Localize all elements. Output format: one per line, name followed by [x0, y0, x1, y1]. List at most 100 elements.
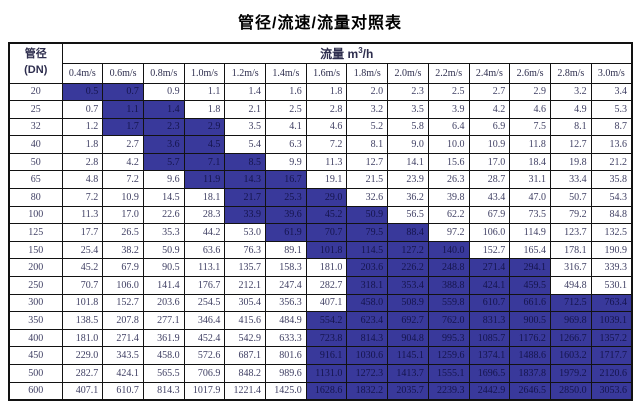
- flow-cell-highlighted: 712.5: [549, 293, 592, 313]
- flow-cell-highlighted: 7.1: [183, 152, 226, 172]
- flow-cell: 181.0: [305, 258, 348, 278]
- flow-cell: 31.1: [509, 170, 551, 190]
- flow-cell: 132.5: [590, 223, 633, 242]
- flow-cell-highlighted: 21.7: [224, 188, 267, 207]
- velocity-header: 2.0m/s: [387, 62, 429, 84]
- flow-cell: 5.2: [346, 117, 389, 137]
- flow-cell-highlighted: 458.0: [346, 293, 389, 313]
- flow-cell-highlighted: 559.8: [427, 293, 470, 313]
- flow-cell-highlighted: 8.5: [224, 152, 267, 172]
- flow-cell-highlighted: 1628.6: [305, 381, 348, 401]
- velocity-header: 0.8m/s: [142, 62, 185, 84]
- flow-cell: 45.2: [61, 258, 104, 278]
- flow-cell: 8.7: [590, 117, 633, 137]
- flow-cell: 13.6: [590, 135, 633, 154]
- flow-cell: 361.9: [142, 328, 185, 348]
- flow-cell: 67.9: [468, 205, 511, 225]
- flow-cell: 452.4: [183, 328, 226, 348]
- flow-cell: 407.1: [305, 293, 348, 313]
- flow-cell-highlighted: 610.7: [468, 293, 511, 313]
- flow-cell: 572.6: [183, 346, 226, 365]
- flow-cell: 47.0: [509, 188, 551, 207]
- flow-cell: 2.5: [427, 82, 470, 102]
- flow-cell: 70.7: [61, 276, 104, 295]
- flow-cell-highlighted: 70.7: [305, 223, 348, 242]
- flow-cell-highlighted: 101.8: [305, 240, 348, 260]
- flow-cell: 67.9: [102, 258, 144, 278]
- flow-cell: 15.6: [427, 152, 470, 172]
- velocity-header: 1.8m/s: [346, 62, 389, 84]
- flow-rate-header-text: 流量 m: [320, 46, 359, 61]
- flow-cell: 1425.0: [265, 381, 307, 401]
- flow-cell: 4.9: [549, 100, 592, 119]
- flow-cell: 5.8: [387, 117, 429, 137]
- flow-table: 管径 (DN) 流量 m3/h 0.4m/s 0.6m/s 0.8m/s 1.0m/s…: [8, 42, 633, 401]
- flow-cell: 212.1: [224, 276, 267, 295]
- flow-cell: 2.7: [102, 135, 144, 154]
- flow-cell: 10.0: [427, 135, 470, 154]
- flow-rate-header-suffix: /h: [362, 46, 374, 61]
- table-row: 200 45.2 67.9 90.5 113.1 135.7 158.3 181.0 203.6…: [8, 258, 633, 278]
- table-row: 20 0.5 0.7 0.9 1.1 1.4 1.6 1.8 2.0 2.3 2.5 2.7 2.9 3.…: [8, 82, 633, 102]
- table-row: 300 101.8 152.7 203.6 254.5 305.4 356.3 407.1 45…: [8, 293, 633, 313]
- flow-cell: 8.1: [346, 135, 389, 154]
- table-body: 20 0.5 0.7 0.9 1.1 1.4 1.6 1.8 2.0 2.3 2.5 2.7 2.9 3.…: [8, 82, 633, 401]
- flow-cell: 152.7: [102, 293, 144, 313]
- flow-cell: 4.8: [61, 170, 104, 190]
- flow-cell: 113.1: [183, 258, 226, 278]
- flow-cell: 542.9: [224, 328, 267, 348]
- flow-cell: 190.9: [590, 240, 633, 260]
- flow-cell: 687.1: [224, 346, 267, 365]
- flow-cell-highlighted: 79.5: [346, 223, 389, 242]
- flow-cell: 1017.9: [183, 381, 226, 401]
- flow-cell-highlighted: 1.7: [102, 117, 144, 137]
- flow-cell-highlighted: 5.7: [142, 152, 185, 172]
- flow-cell: 2.9: [509, 82, 551, 102]
- flow-cell: 97.2: [427, 223, 470, 242]
- flow-cell: 106.0: [102, 276, 144, 295]
- flow-cell: 2.1: [224, 100, 267, 119]
- flow-cell: 63.6: [183, 240, 226, 260]
- velocity-header-row: 0.4m/s 0.6m/s 0.8m/s 1.0m/s 1.2m/s 1.4m/s 1.6m…: [9, 62, 633, 84]
- velocity-header: 2.2m/s: [427, 62, 470, 84]
- flow-cell: 35.3: [142, 223, 185, 242]
- flow-cell-highlighted: 995.3: [427, 328, 470, 348]
- flow-cell-highlighted: 248.8: [427, 258, 470, 278]
- flow-cell: 3.5: [387, 100, 429, 119]
- flow-cell: 5.4: [224, 135, 267, 154]
- table-row: 600 407.1 610.7 814.3 1017.9 1221.4 1425.0 1628…: [8, 381, 633, 401]
- flow-cell: 7.5: [509, 117, 551, 137]
- flow-cell: 4.2: [468, 100, 511, 119]
- flow-cell: 53.0: [224, 223, 267, 242]
- flow-cell: 271.4: [102, 328, 144, 348]
- velocity-header: 2.8m/s: [549, 62, 592, 84]
- flow-cell: 1.4: [224, 82, 267, 102]
- flow-cell-highlighted: 1272.3: [346, 364, 389, 383]
- flow-cell: 848.2: [224, 364, 267, 383]
- flow-cell: 3.2: [549, 82, 592, 102]
- flow-cell-highlighted: 661.6: [509, 293, 551, 313]
- flow-cell-highlighted: 916.1: [305, 346, 348, 365]
- flow-cell: 165.4: [509, 240, 551, 260]
- dn-cell: 300: [8, 293, 63, 313]
- velocity-header: 1.6m/s: [305, 62, 348, 84]
- flow-cell: 1.1: [183, 82, 226, 102]
- flow-cell: 21.2: [590, 152, 633, 172]
- flow-cell-highlighted: 61.9: [265, 223, 307, 242]
- dn-cell: 250: [8, 276, 63, 295]
- flow-cell: 2.3: [387, 82, 429, 102]
- flow-cell-highlighted: 2646.5: [509, 381, 551, 401]
- flow-cell-highlighted: 2239.3: [427, 381, 470, 401]
- flow-cell-highlighted: 1030.6: [346, 346, 389, 365]
- flow-cell-highlighted: 814.3: [346, 328, 389, 348]
- flow-cell: 32.6: [346, 188, 389, 207]
- table-row: 125 17.7 26.5 35.3 44.2 53.0 61.9 70.7 79.5 88.4 9…: [8, 223, 633, 242]
- flow-cell: 79.2: [549, 205, 592, 225]
- flow-cell: 0.7: [61, 100, 104, 119]
- flow-cell-highlighted: 1259.6: [427, 346, 470, 365]
- flow-cell-highlighted: 1979.2: [549, 364, 592, 383]
- dn-cell: 500: [8, 364, 63, 383]
- flow-cell-highlighted: 1039.1: [590, 311, 633, 330]
- flow-cell: 35.8: [590, 170, 633, 190]
- dn-cell: 20: [8, 82, 63, 102]
